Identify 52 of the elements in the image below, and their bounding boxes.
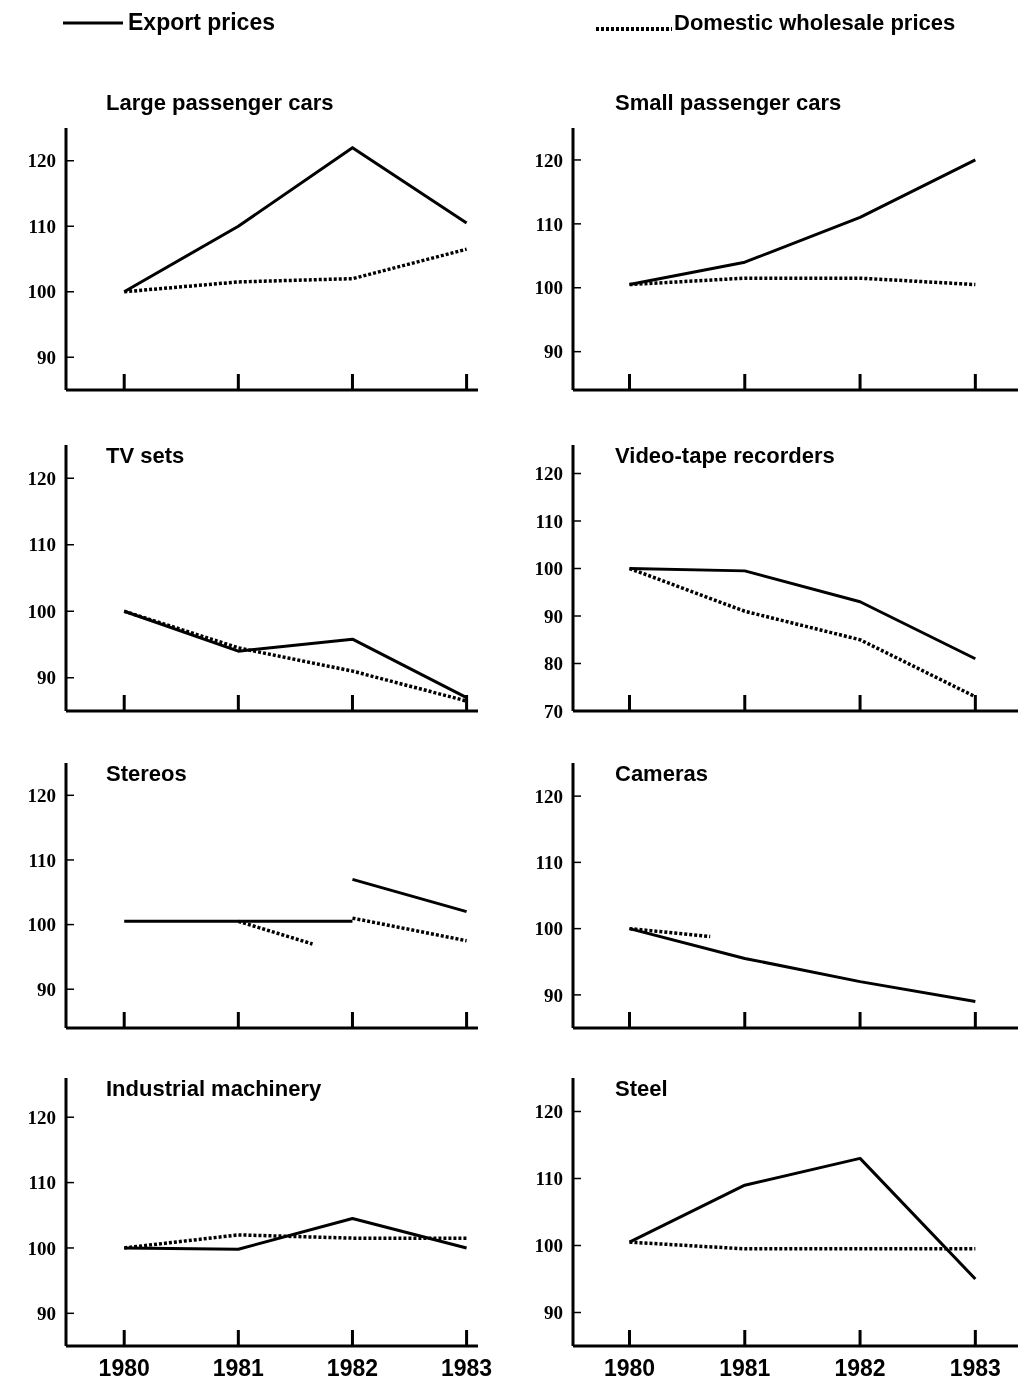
- y-tick-label: 110: [28, 1172, 56, 1194]
- y-tick-label: 120: [27, 467, 56, 489]
- x-tick-label: 1981: [212, 1355, 265, 1381]
- y-tick-label: 90: [37, 1302, 56, 1324]
- y-tick-label: 110: [28, 534, 56, 556]
- y-tick-label: 100: [534, 918, 563, 940]
- y-tick-label: 120: [27, 784, 56, 806]
- y-tick-label: 100: [534, 277, 563, 299]
- y-tick-label: 100: [534, 1235, 563, 1257]
- y-tick-label: 110: [535, 1168, 563, 1190]
- x-tick-label: 1983: [949, 1355, 1001, 1381]
- y-tick-label: 110: [28, 849, 56, 871]
- chart-title: Large passenger cars: [106, 90, 334, 115]
- y-tick-label: 120: [534, 1101, 563, 1123]
- y-tick-label: 110: [535, 852, 563, 874]
- legend-label: Domestic wholesale prices: [674, 10, 956, 35]
- x-tick-label: 1983: [441, 1355, 493, 1381]
- y-tick-label: 120: [27, 150, 56, 172]
- y-tick-label: 100: [27, 600, 56, 622]
- y-tick-label: 110: [535, 510, 563, 532]
- y-tick-label: 110: [28, 215, 56, 237]
- chart-title: Cameras: [615, 761, 708, 786]
- chart-title: Small passenger cars: [615, 90, 842, 115]
- x-tick-label: 1980: [98, 1355, 150, 1381]
- y-tick-label: 90: [544, 341, 563, 363]
- legend-label: Export prices: [128, 9, 275, 35]
- y-tick-label: 100: [534, 558, 563, 580]
- y-tick-label: 90: [544, 605, 563, 627]
- y-tick-label: 100: [27, 281, 56, 303]
- y-tick-label: 90: [544, 1302, 563, 1324]
- y-tick-label: 100: [27, 914, 56, 936]
- y-tick-label: 90: [37, 978, 56, 1000]
- y-tick-label: 90: [37, 346, 56, 368]
- y-tick-label: 120: [534, 149, 563, 171]
- chart-title: TV sets: [106, 443, 185, 468]
- x-tick-label: 1982: [326, 1355, 379, 1381]
- y-tick-label: 120: [27, 1106, 56, 1128]
- y-tick-label: 110: [535, 213, 563, 235]
- y-tick-label: 100: [27, 1237, 56, 1259]
- chart-title: Stereos: [106, 761, 187, 786]
- y-tick-label: 90: [544, 984, 563, 1006]
- y-tick-label: 80: [544, 653, 563, 675]
- x-tick-label: 1980: [603, 1355, 656, 1381]
- y-tick-label: 120: [534, 463, 563, 485]
- y-tick-label: 70: [544, 700, 563, 722]
- chart-title: Video-tape recorders: [615, 443, 835, 468]
- x-tick-label: 1981: [719, 1355, 771, 1381]
- x-tick-label: 1982: [834, 1355, 886, 1381]
- chart-title: Steel: [615, 1076, 668, 1101]
- y-tick-label: 90: [37, 667, 56, 689]
- y-tick-label: 120: [534, 785, 563, 807]
- chart-title: Industrial machinery: [106, 1076, 322, 1101]
